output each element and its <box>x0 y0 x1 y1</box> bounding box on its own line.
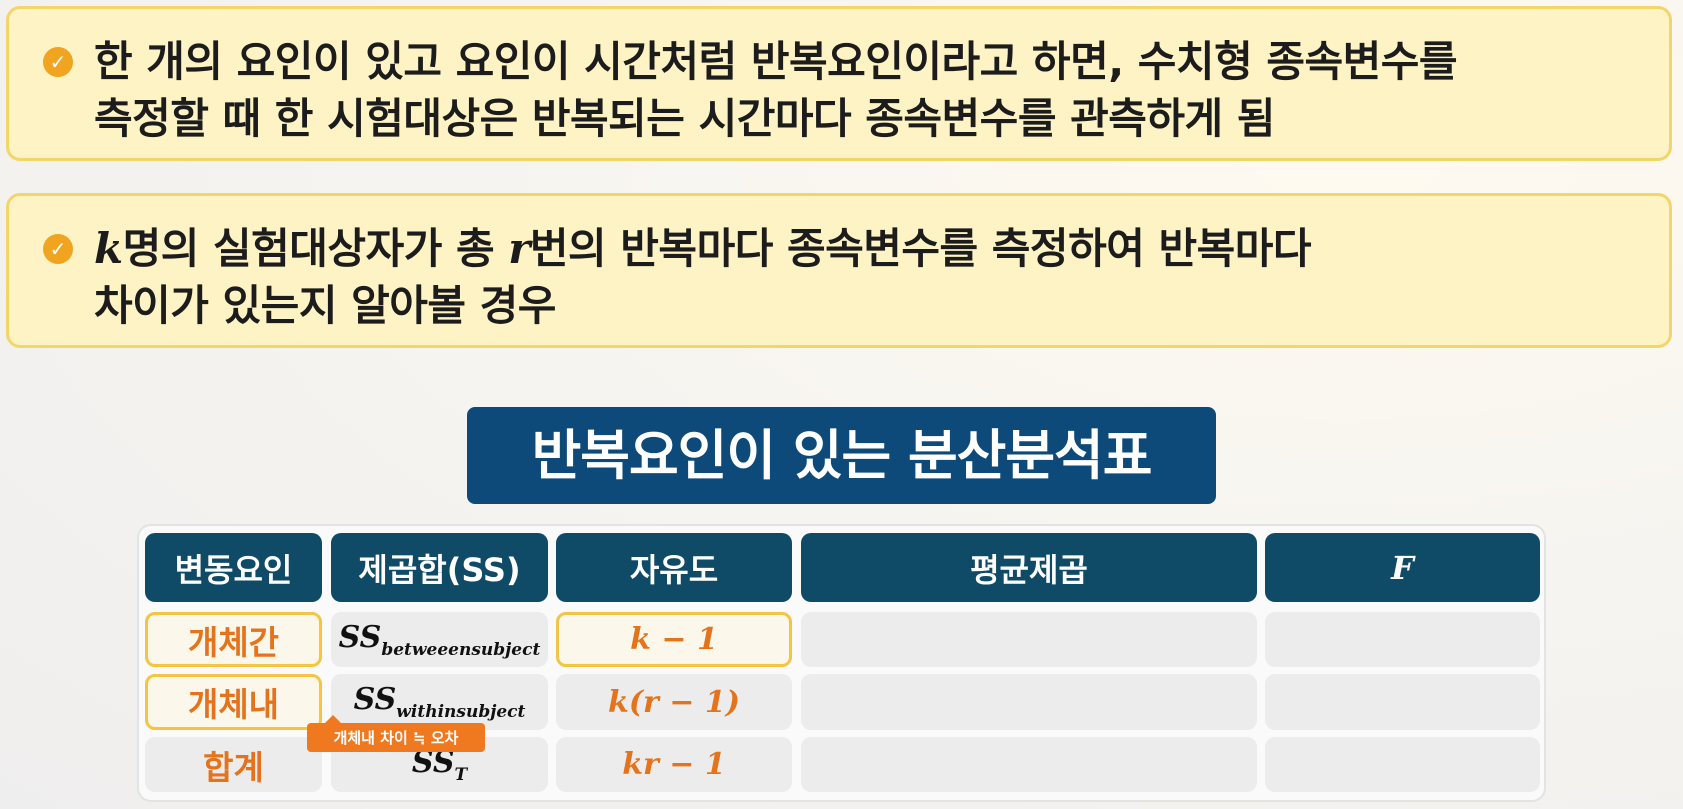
row-within-ms <box>801 674 1257 730</box>
row-between-source: 개체간 <box>145 612 322 667</box>
ss-subscript: betweeensubject <box>381 639 541 660</box>
note-2-text-a: 명의 실험대상자가 총 <box>122 224 509 273</box>
row-within-source: 개체내 <box>145 674 322 730</box>
ss-symbol: SSwithinsubject <box>354 682 526 722</box>
note-box-1: ✓ 한 개의 요인이 있고 요인이 시간처럼 반복요인이라고 하면, 수치형 종… <box>6 6 1672 161</box>
row-total-f <box>1265 737 1540 792</box>
note-1-line-2: 측정할 때 한 시험대상은 반복되는 시간마다 종속변수를 관측하게 됨 <box>94 94 1275 143</box>
note-text-1: 한 개의 요인이 있고 요인이 시간처럼 반복요인이라고 하면, 수치형 종속변… <box>94 33 1649 147</box>
note-box-2: ✓ k명의 실험대상자가 총 r번의 반복마다 종속변수를 측정하여 반복마다 … <box>6 193 1672 348</box>
var-k: k <box>94 224 123 273</box>
table-title: 반복요인이 있는 분산분석표 <box>467 407 1216 504</box>
row-within-df: k(r − 1) <box>556 674 792 730</box>
note-text-2: k명의 실험대상자가 총 r번의 반복마다 종속변수를 측정하여 반복마다 차이… <box>94 220 1649 334</box>
row-between-f <box>1265 612 1540 667</box>
ss-main: SS <box>338 619 382 655</box>
row-within-f <box>1265 674 1540 730</box>
ss-subscript: T <box>454 764 468 785</box>
row-total-source: 합계 <box>145 737 322 792</box>
header-source: 변동요인 <box>145 533 322 602</box>
within-error-tooltip: 개체내 차이 ≒ 오차 <box>307 715 485 752</box>
note-2-line-2: 차이가 있는지 알아볼 경우 <box>94 281 556 330</box>
ss-symbol: SSbetweeensubject <box>339 620 541 660</box>
note-1-line-1: 한 개의 요인이 있고 요인이 시간처럼 반복요인이라고 하면, 수치형 종속변… <box>94 37 1458 86</box>
row-total-df: kr − 1 <box>556 737 792 792</box>
header-f: F <box>1265 533 1540 602</box>
header-ms: 평균제곱 <box>801 533 1257 602</box>
row-total-ms <box>801 737 1257 792</box>
var-r: r <box>508 224 530 273</box>
ss-main: SS <box>353 682 397 717</box>
check-icon: ✓ <box>43 234 73 264</box>
header-ss: 제곱합(SS) <box>331 533 548 602</box>
header-df: 자유도 <box>556 533 792 602</box>
row-between-ss: SSbetweeensubject <box>331 612 548 667</box>
note-2-line-1: k명의 실험대상자가 총 r번의 반복마다 종속변수를 측정하여 반복마다 <box>94 220 1649 277</box>
ss-subscript: withinsubject <box>396 702 526 722</box>
row-within-ss: SSwithinsubject <box>331 674 548 730</box>
check-icon: ✓ <box>43 47 73 77</box>
row-between-df: k − 1 <box>556 612 792 667</box>
note-2-text-b: 번의 반복마다 종속변수를 측정하여 반복마다 <box>529 224 1312 273</box>
row-between-ms <box>801 612 1257 667</box>
